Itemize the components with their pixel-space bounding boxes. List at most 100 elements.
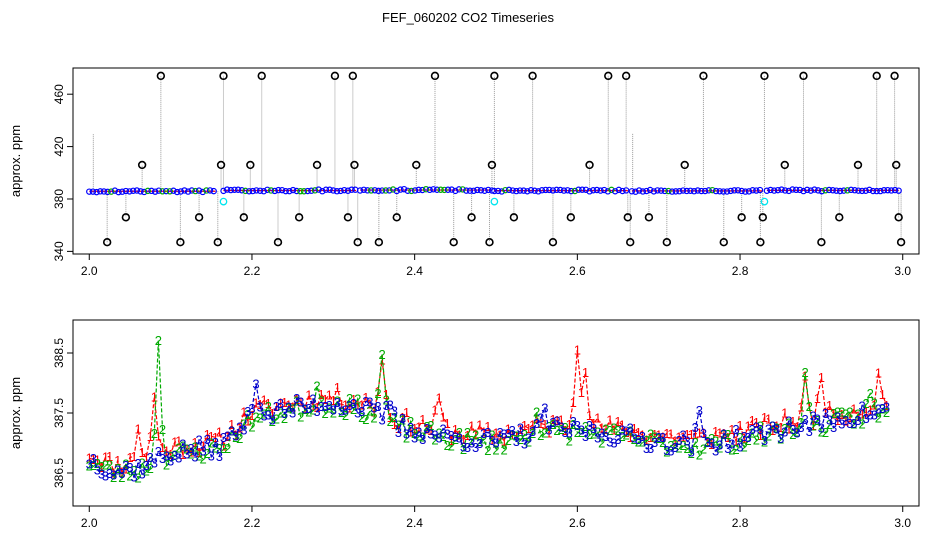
panel-bottom-x-tick-label: 3.0 [894,516,911,530]
series-2-point: 2 [378,347,385,362]
series-2-point: 2 [647,427,654,442]
baseline-point [665,187,672,195]
series-3-point: 3 [362,394,369,409]
series-3-point: 3 [374,399,381,414]
series-2-point: 2 [484,443,491,458]
baseline-point [538,187,546,194]
baseline-point [256,187,264,194]
series-2-point: 2 [793,424,800,439]
series-3-point: 3 [350,396,357,411]
baseline-point [111,187,119,194]
series-1-point: 1 [350,392,357,407]
series-2-point: 2 [826,417,833,432]
series-1-point: 1 [623,425,630,440]
series-3-point: 3 [712,444,719,459]
series-3-point: 3 [480,426,487,441]
baseline-point [608,186,615,194]
baseline-point [393,187,400,195]
series-2-point: 2 [692,435,699,450]
series-2-point: 2 [122,456,129,471]
series-1-point: 1 [655,428,662,443]
series-2-point: 2 [570,417,577,432]
spike-point [892,160,901,170]
baseline-point [286,187,293,195]
series-2-point: 2 [854,407,861,422]
series-2-point: 2 [472,427,479,442]
series-1-point: 1 [712,424,719,439]
series-1-point: 1 [785,422,792,437]
series-3-point: 3 [366,394,373,409]
baseline-point [452,187,459,195]
series-3-point: 3 [435,431,442,446]
spike-point [343,213,353,222]
baseline-point [582,186,590,193]
baseline-point [698,187,705,195]
baseline-point [140,188,148,196]
baseline-point [133,187,141,194]
baseline-point [560,187,568,194]
baseline-point [400,185,408,193]
baseline-point [531,187,538,194]
series-2-point: 2 [391,410,398,425]
baseline-point [344,187,352,194]
series-3-point: 3 [557,419,564,434]
series-1-point: 1 [179,447,186,462]
baseline-point [535,188,542,195]
spike-point [644,213,654,222]
series-2-point: 2 [277,405,284,420]
series-2-point: 2 [309,402,316,417]
series-1-point: 1 [204,427,211,442]
series-2-point: 2 [252,410,259,425]
series-1-point: 1 [688,427,695,442]
panel-top-x-tick-label: 2.6 [569,264,586,278]
series-1-point: 1 [122,462,129,477]
baseline-point [173,188,181,196]
baseline-point [253,187,260,194]
baseline-point [862,187,869,194]
panel-top-x-axis: 2.0 2.2 2.4 2.6 2.8 3.0 [81,254,911,278]
series-3-point: 3 [541,400,548,415]
baseline-point [553,186,560,194]
series-3-point: 3 [281,406,288,421]
series-3-point: 3 [183,446,190,461]
baseline-point [119,188,126,195]
series-3-point: 3 [391,403,398,418]
series-3-point: 3 [761,433,768,448]
baseline-point [238,187,245,194]
series-3-point: 3 [850,416,857,431]
series-3-point: 3 [513,434,520,449]
baseline-point [444,186,452,193]
series-3-point: 3 [419,432,426,447]
series-2-point: 2 [139,455,146,470]
baseline-point [822,187,829,194]
series-2-point: 2 [244,407,251,422]
series-1-point: 1 [155,428,162,443]
series-2-point: 2 [838,405,845,420]
spike-point [756,238,765,247]
baseline-point [800,187,807,195]
baseline-point [833,187,840,194]
baseline-point [564,187,571,194]
spike-point [699,71,708,81]
baseline-point [818,187,825,195]
series-2-point: 2 [781,421,788,436]
series-2-point: 2 [582,419,589,434]
series-1-point: 1 [448,433,455,448]
baseline-point [245,188,253,195]
series-2-point: 2 [269,414,276,429]
series-2-point: 2 [871,395,878,410]
series-1-point: 1 [94,453,101,468]
series-3-point: 3 [769,418,776,433]
series-3-point: 3 [753,419,760,434]
spike-point [350,160,359,170]
series-3-point: 3 [159,451,166,466]
series-3-point: 3 [545,423,552,438]
series-3-point: 3 [692,420,699,435]
series-2-point: 2 [126,469,133,484]
series-1-point: 1 [875,365,882,380]
series-2-point: 2 [366,404,373,419]
series-3-point: 3 [317,399,324,414]
series-3-point: 3 [476,436,483,451]
series-2-point: 2 [110,470,117,485]
baseline-point [527,187,535,194]
